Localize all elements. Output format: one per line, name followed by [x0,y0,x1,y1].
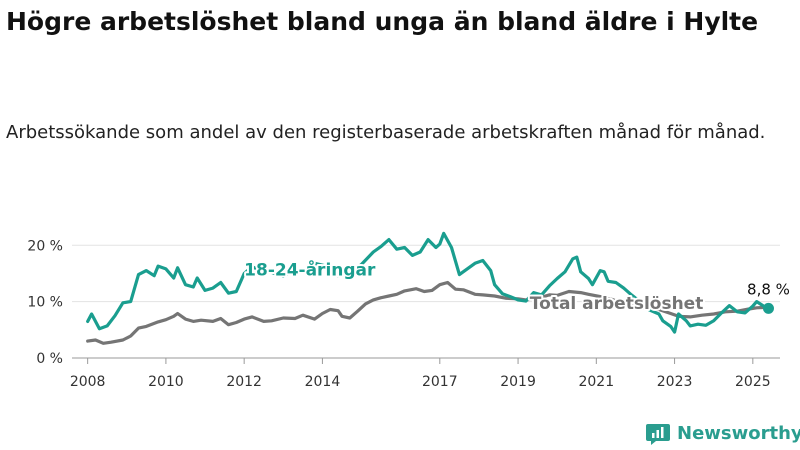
end-point [762,302,774,314]
x-tick-label: 2008 [70,374,106,390]
x-tick-label: 2017 [422,374,458,390]
chart-title: Högre arbetslöshet bland unga än bland ä… [6,7,759,36]
y-tick-label: 0 % [36,351,63,367]
series-line-1 [86,280,771,345]
x-tick-label: 2021 [578,374,614,390]
series-label-0: 18-24-åringar [244,259,376,281]
x-tick-label: 2025 [735,374,771,390]
brand-name: Newsworthy [677,422,800,444]
end-value-label: 8,8 % [747,280,790,298]
x-tick-label: 2010 [148,374,184,390]
series-line-0 [86,231,771,334]
y-tick-label: 10 % [27,295,63,311]
label-layer: 8,8 % 18-24-åringar Total arbetslöshet [242,257,790,316]
y-tick-label: 20 % [27,238,63,254]
series-layer [86,231,771,345]
newsworthy-logo-icon [646,424,670,445]
x-tick-label: 2023 [657,374,693,390]
grid-layer: 0 % 10 % 20 % 2008 2010 2012 2014 2017 2019 2021 2… [27,238,780,390]
x-tick-label: 2012 [226,374,262,390]
x-tick-label: 2014 [305,374,341,390]
brand: Newsworthy [645,420,800,446]
series-label-1: Total arbetslöshet [530,294,704,314]
chart-subtitle: Arbetssökande som andel av den registerb… [6,122,766,143]
x-tick-label: 2019 [500,374,536,390]
